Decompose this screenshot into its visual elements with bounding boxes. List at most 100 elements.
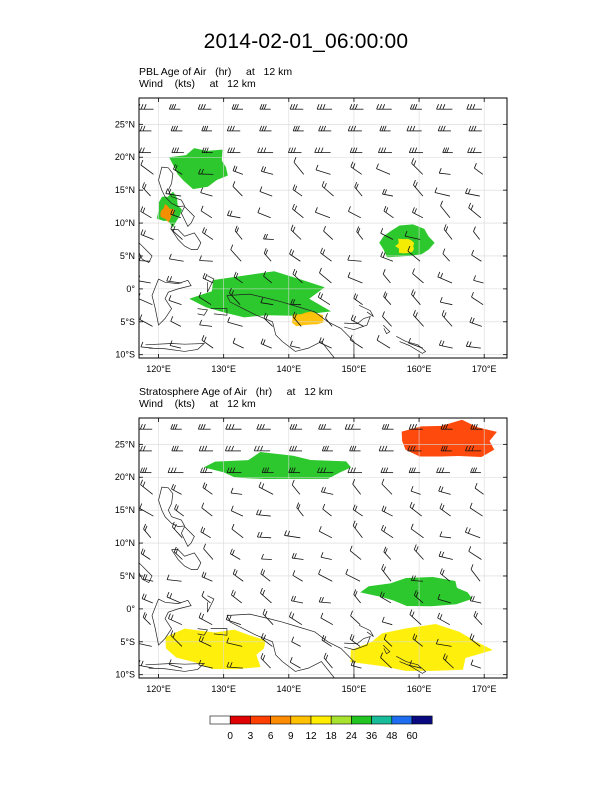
wind-barb xyxy=(320,612,334,626)
y-tick-label: 15°N xyxy=(115,185,135,195)
wind-barb xyxy=(167,467,184,474)
wind-barb xyxy=(290,595,304,604)
wind-barb xyxy=(166,275,182,284)
wind-barb xyxy=(349,147,363,154)
wind-barb xyxy=(168,295,182,306)
wind-barb xyxy=(173,546,183,560)
coastline xyxy=(180,206,195,227)
wind-barb xyxy=(263,271,273,284)
wind-barb xyxy=(140,548,151,560)
wind-barb xyxy=(227,147,241,154)
coastline xyxy=(382,644,391,655)
wind-barb xyxy=(263,312,273,327)
wind-barb xyxy=(465,188,480,197)
wind-barb xyxy=(170,424,182,430)
wind-barb xyxy=(345,568,361,582)
colorbar-label: 36 xyxy=(366,731,378,742)
wind-barb xyxy=(292,125,304,132)
colorbar-box xyxy=(310,715,332,725)
wind-barb xyxy=(470,467,481,474)
wind-barb xyxy=(197,104,212,110)
wind-barb xyxy=(409,609,422,625)
wind-barb xyxy=(376,104,392,110)
wind-barb xyxy=(261,553,272,560)
wind-barb xyxy=(468,125,482,132)
wind-barb xyxy=(318,424,332,430)
coastline xyxy=(344,635,371,651)
wind-barb xyxy=(438,168,451,175)
wind-barb xyxy=(140,159,154,175)
wind-barb xyxy=(292,311,302,327)
wind-barb xyxy=(227,210,241,219)
stratosphere-age-map: 120°E 130°E 140°E 150°E 160°E 170°E 25°N 20°N 15… xyxy=(115,417,508,694)
colorbar-box xyxy=(270,715,292,725)
wind-barb xyxy=(408,467,421,474)
coastline xyxy=(210,308,228,316)
colorbar-label: 48 xyxy=(386,731,398,742)
wind-barb xyxy=(381,505,393,517)
wind-barb xyxy=(289,340,301,349)
y-tick-label: 5°S xyxy=(120,317,135,327)
wind-barb xyxy=(322,503,332,517)
wind-barb xyxy=(380,652,392,669)
wind-barb xyxy=(470,424,483,430)
wind-barb xyxy=(168,613,183,626)
wind-barb xyxy=(318,337,332,349)
wind-barb xyxy=(290,299,302,306)
colorbar-box xyxy=(411,715,433,725)
wind-barb xyxy=(260,587,272,604)
wind-barb xyxy=(437,271,453,284)
wind-barb xyxy=(289,445,303,452)
colorbar-label: 12 xyxy=(305,731,317,742)
wind-barb xyxy=(381,563,392,582)
wind-barb xyxy=(288,467,301,474)
wind-barb xyxy=(263,248,272,262)
panel1-title-line1: PBL Age of Air (hr) at 12 km xyxy=(139,66,293,78)
wind-barb xyxy=(259,186,273,197)
wind-barb xyxy=(380,251,394,262)
wind-barb xyxy=(380,467,394,474)
wind-barb xyxy=(253,445,271,452)
wind-barb xyxy=(202,272,214,284)
wind-barb xyxy=(436,467,450,474)
wind-barb xyxy=(352,479,361,495)
wind-barb xyxy=(201,590,211,604)
wind-barb xyxy=(259,125,272,132)
wind-barb xyxy=(440,200,451,219)
wind-barb xyxy=(259,104,271,110)
wind-barb xyxy=(289,657,301,669)
wind-barb xyxy=(321,445,333,452)
wind-barb xyxy=(382,311,392,327)
wind-barb xyxy=(292,203,304,219)
colorbar-box xyxy=(209,715,231,725)
wind-barb xyxy=(198,445,214,452)
wind-barb xyxy=(168,104,181,110)
wind-barb xyxy=(140,479,153,495)
wind-barb xyxy=(469,317,482,327)
wind-barb xyxy=(292,268,303,284)
wind-barb xyxy=(383,205,394,219)
wind-barb xyxy=(412,207,424,219)
wind-barb xyxy=(198,635,212,647)
wind-barb xyxy=(315,164,331,175)
wind-barb xyxy=(410,523,424,539)
wind-barb xyxy=(320,247,332,262)
wind-barb xyxy=(200,187,213,197)
panel2-title-line2: Wind (kts) at 12 km xyxy=(139,398,256,410)
wind-barb xyxy=(289,104,304,110)
wind-barb xyxy=(198,612,213,626)
wind-barb xyxy=(469,502,483,517)
wind-barb xyxy=(233,271,243,284)
wind-barb xyxy=(170,209,181,219)
wind-barb xyxy=(198,168,214,175)
wind-barb xyxy=(171,521,183,539)
coastline xyxy=(207,595,215,613)
wind-barb xyxy=(378,445,394,452)
y-tick-label: 10°S xyxy=(115,670,135,680)
wind-barb xyxy=(347,272,363,284)
wind-barb xyxy=(408,147,423,154)
wind-barb xyxy=(314,147,331,154)
y-tick-label: 0° xyxy=(126,284,135,294)
wind-barb xyxy=(442,147,453,154)
